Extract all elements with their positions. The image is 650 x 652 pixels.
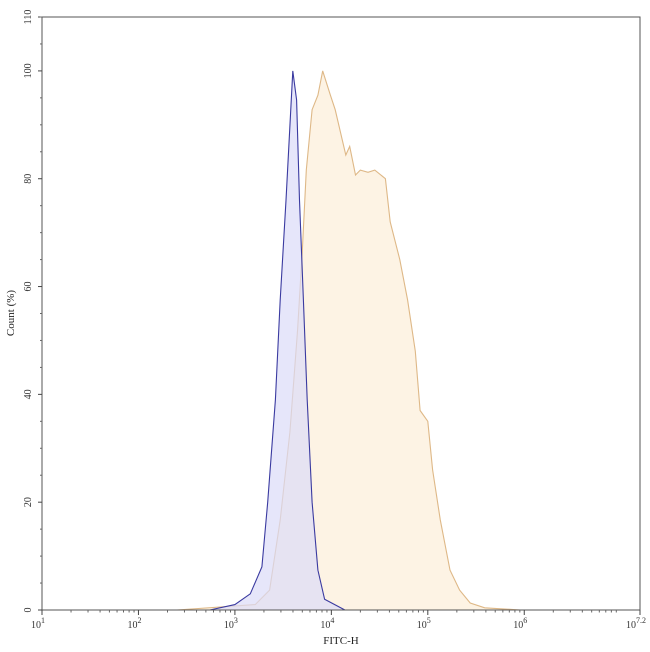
x-tick-label: 105: [417, 616, 431, 631]
axis-layer: 101 102 103 104 105 106 107.2 0 20 40 60 80 100 110: [23, 10, 646, 631]
y-tick-label: 110: [23, 10, 34, 25]
x-tick-label: 106: [513, 616, 527, 631]
x-tick-label: 101: [31, 616, 45, 631]
y-tick-label: 40: [23, 389, 34, 399]
series-0-fill: [177, 70, 521, 610]
y-tick-label: 0: [23, 608, 34, 613]
y-tick-label: 100: [23, 63, 34, 78]
x-tick-label: 104: [320, 616, 334, 631]
x-tick-label: 107.2: [626, 616, 646, 631]
series-layer: [176, 70, 521, 611]
x-tick-label: 102: [127, 616, 141, 631]
y-tick-label: 20: [23, 497, 34, 507]
series-1-line: [209, 70, 346, 611]
y-axis-label: Count (%): [5, 290, 17, 336]
x-tick-label: 103: [224, 616, 238, 631]
series-1-fill: [209, 70, 345, 610]
x-axis-label: FITC-H: [323, 635, 359, 647]
y-tick-label: 80: [23, 174, 34, 184]
y-tick-label: 60: [23, 282, 34, 292]
